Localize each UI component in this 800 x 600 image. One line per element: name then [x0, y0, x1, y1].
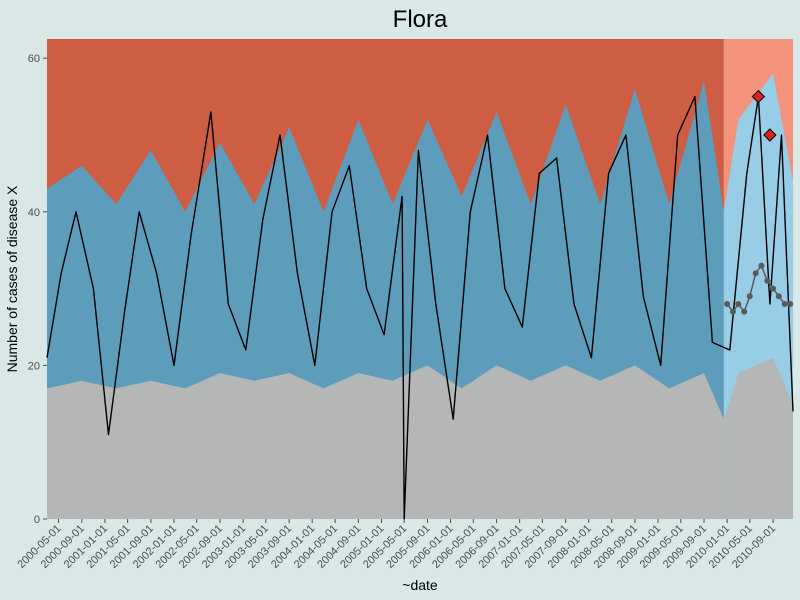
- forecast-upper-band: [723, 39, 793, 212]
- y-axis-label: Number of cases of disease X: [4, 185, 20, 372]
- forecast-point: [775, 293, 782, 300]
- forecast-point: [746, 293, 753, 300]
- y-axis: 0 20 40 60: [28, 53, 47, 526]
- forecast-point: [758, 262, 765, 269]
- plot-area: [46, 39, 794, 520]
- y-tick-label: 60: [28, 53, 40, 65]
- forecast-point: [724, 301, 731, 307]
- forecast-point: [764, 277, 771, 284]
- alarm-markers: [751, 89, 777, 142]
- forecast-lower-band: [723, 357, 793, 519]
- historic-bands: [47, 39, 724, 519]
- forecast-point: [741, 308, 748, 315]
- historic-lower-band: [47, 365, 724, 519]
- y-tick-label: 0: [34, 514, 40, 526]
- x-axis-label: ~date: [402, 577, 438, 593]
- forecast-point: [770, 285, 777, 292]
- alarm-marker: [751, 89, 766, 104]
- y-tick-label: 40: [28, 207, 40, 219]
- y-tick-label: 20: [28, 360, 40, 372]
- x-axis: 2000-05-012000-09-012001-01-012001-05-01…: [15, 519, 778, 571]
- forecast-point: [735, 301, 742, 307]
- forecast-point: [730, 308, 736, 315]
- forecast-bands: [723, 39, 793, 519]
- historic-upper-band: [47, 39, 724, 212]
- observed-cases-line: [46, 95, 794, 520]
- forecast-point: [752, 270, 759, 277]
- forecast-point: [787, 301, 794, 307]
- alarm-marker: [763, 128, 777, 142]
- chart-title: Flora: [393, 6, 448, 33]
- forecast-point: [781, 301, 788, 307]
- forecast-points: [724, 262, 794, 315]
